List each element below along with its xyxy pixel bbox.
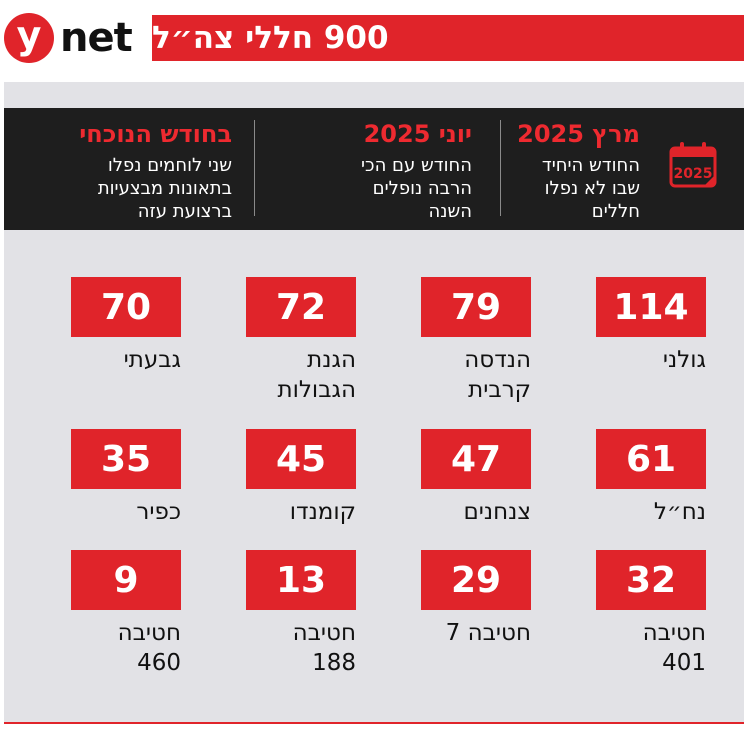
logo-word: net [60, 15, 133, 61]
stat-value: 72 [246, 277, 356, 337]
stat-value: 9 [71, 550, 181, 610]
stat-cell: 70 גבעתי [71, 277, 181, 375]
stat-value: 47 [421, 429, 531, 489]
stat-cell: 29 חטיבה 7 [421, 550, 531, 648]
calendar-year: 2025 [674, 166, 713, 182]
logo-circle: y [4, 13, 54, 63]
highlight-text: החודש היחיד שבו לא נפלו חללים [541, 155, 640, 222]
highlight-heading: מרץ 2025 [517, 120, 640, 148]
stat-cell: 9 חטיבה 460 [71, 550, 181, 678]
band-divider [500, 120, 501, 216]
stat-value: 61 [596, 429, 706, 489]
highlight-june: יוני 2025 החודש עם הכי הרבה נופלים השנה [361, 118, 472, 223]
stat-value: 29 [421, 550, 531, 610]
highlight-current-month: בחודש הנוכחי שני לוחמים נפלו בתאונות מבצ… [79, 118, 232, 223]
stat-cell: 13 חטיבה 188 [246, 550, 356, 678]
stat-value: 70 [71, 277, 181, 337]
stat-label: חטיבה 188 [292, 620, 356, 676]
stat-cell: 79 הנדסה קרבית [421, 277, 531, 405]
stat-label: הנדסה קרבית [464, 347, 531, 403]
stat-value: 114 [596, 277, 706, 337]
stat-label: צנחנים [463, 499, 532, 525]
stat-cell: 45 קומנדו [246, 429, 356, 527]
stat-value: 45 [246, 429, 356, 489]
stat-label: הגנת הגבולות [277, 347, 356, 403]
stat-cell: 61 נח״ל [596, 429, 706, 527]
stat-label: חטיבה 460 [117, 620, 181, 676]
highlights-band: 2025 מרץ 2025 החודש היחיד שבו לא נפלו חל… [4, 108, 744, 230]
stat-label: קומנדו [289, 499, 356, 525]
highlight-text: שני לוחמים נפלו בתאונות מבצעיות ברצועת ע… [97, 155, 232, 222]
stat-label: חטיבה 401 [642, 620, 706, 676]
highlight-march: מרץ 2025 החודש היחיד שבו לא נפלו חללים [517, 118, 640, 223]
highlight-heading: בחודש הנוכחי [79, 120, 232, 148]
calendar-icon: 2025 [669, 142, 717, 188]
stat-cell: 32 חטיבה 401 [596, 550, 706, 678]
highlight-heading: יוני 2025 [363, 120, 472, 148]
stat-label: חטיבה 7 [445, 620, 531, 646]
highlight-text: החודש עם הכי הרבה נופלים השנה [361, 155, 472, 222]
stat-cell: 114 גולני [596, 277, 706, 375]
band-divider [254, 120, 255, 216]
stat-cell: 35 כפיר [71, 429, 181, 527]
stat-label: גבעתי [123, 347, 181, 373]
page-title: 900 חללי צה״ל [152, 15, 744, 61]
ynet-logo: y net [4, 12, 144, 64]
stat-value: 13 [246, 550, 356, 610]
stat-value: 35 [71, 429, 181, 489]
stat-cell: 47 צנחנים [421, 429, 531, 527]
stat-label: נח״ל [653, 499, 706, 525]
stat-value: 32 [596, 550, 706, 610]
stat-value: 79 [421, 277, 531, 337]
stat-cell: 72 הגנת הגבולות [246, 277, 356, 405]
stat-label: גולני [662, 347, 706, 373]
stat-label: כפיר [136, 499, 181, 525]
panel-bottom-rule [4, 722, 744, 724]
